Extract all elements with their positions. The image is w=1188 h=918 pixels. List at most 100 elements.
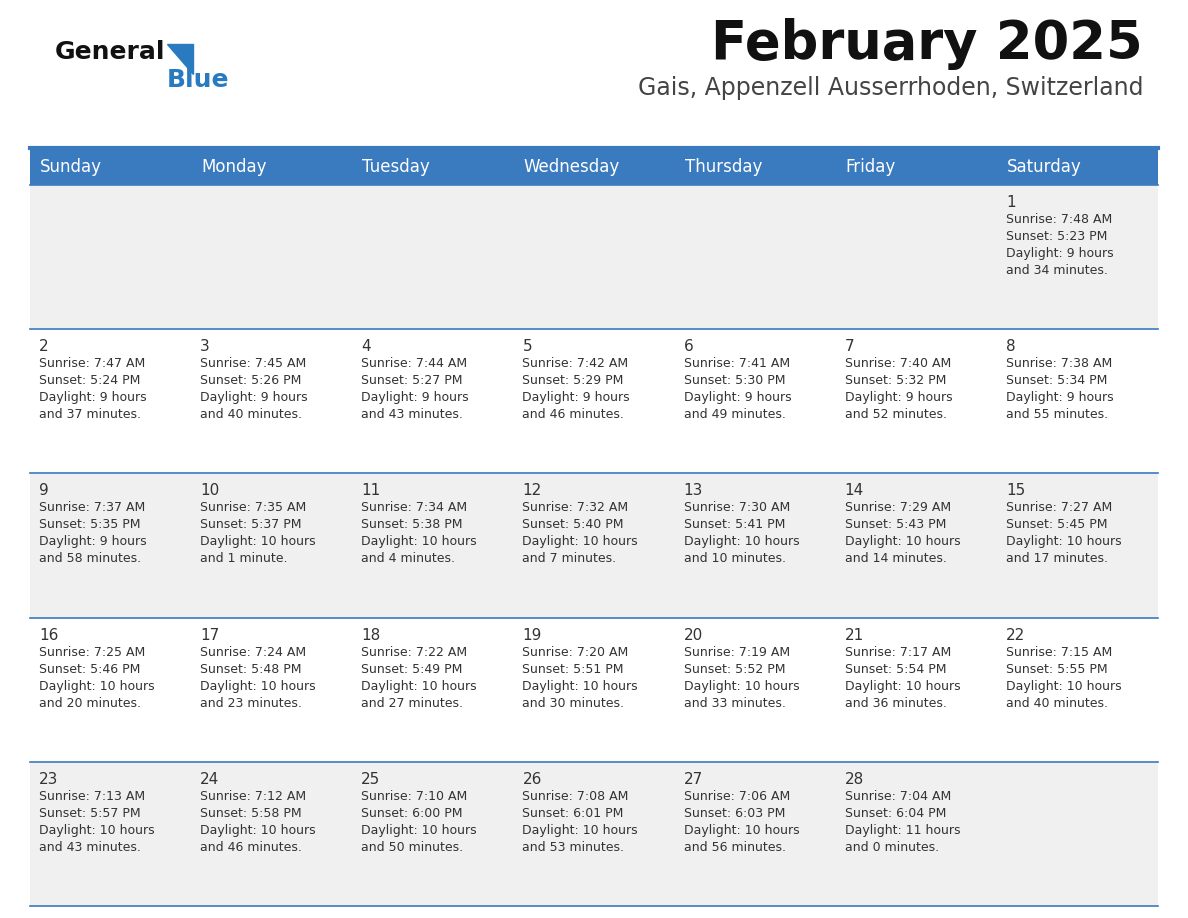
- Text: Sunset: 6:00 PM: Sunset: 6:00 PM: [361, 807, 463, 820]
- Text: Daylight: 9 hours: Daylight: 9 hours: [845, 391, 953, 404]
- Text: Sunrise: 7:25 AM: Sunrise: 7:25 AM: [39, 645, 145, 658]
- Text: 6: 6: [683, 339, 694, 354]
- Text: Sunset: 5:26 PM: Sunset: 5:26 PM: [200, 375, 302, 387]
- Text: Sunset: 5:32 PM: Sunset: 5:32 PM: [845, 375, 946, 387]
- Text: and 20 minutes.: and 20 minutes.: [39, 697, 141, 710]
- Text: and 36 minutes.: and 36 minutes.: [845, 697, 947, 710]
- Text: Sunset: 5:38 PM: Sunset: 5:38 PM: [361, 519, 463, 532]
- Text: Sunrise: 7:10 AM: Sunrise: 7:10 AM: [361, 789, 468, 803]
- Bar: [30, 762, 1158, 906]
- Text: Sunset: 5:43 PM: Sunset: 5:43 PM: [845, 519, 946, 532]
- Text: Daylight: 10 hours: Daylight: 10 hours: [1006, 679, 1121, 692]
- Text: and 46 minutes.: and 46 minutes.: [200, 841, 302, 854]
- Text: and 53 minutes.: and 53 minutes.: [523, 841, 625, 854]
- Text: Sunrise: 7:41 AM: Sunrise: 7:41 AM: [683, 357, 790, 370]
- Text: and 58 minutes.: and 58 minutes.: [39, 553, 141, 565]
- Text: 8: 8: [1006, 339, 1016, 354]
- Text: Sunrise: 7:08 AM: Sunrise: 7:08 AM: [523, 789, 628, 803]
- Text: Daylight: 10 hours: Daylight: 10 hours: [683, 535, 800, 548]
- Text: Daylight: 9 hours: Daylight: 9 hours: [39, 391, 146, 404]
- Text: 17: 17: [200, 628, 220, 643]
- Text: Sunset: 5:54 PM: Sunset: 5:54 PM: [845, 663, 946, 676]
- Text: Sunrise: 7:38 AM: Sunrise: 7:38 AM: [1006, 357, 1112, 370]
- Text: and 7 minutes.: and 7 minutes.: [523, 553, 617, 565]
- Text: and 10 minutes.: and 10 minutes.: [683, 553, 785, 565]
- Text: 12: 12: [523, 484, 542, 498]
- Bar: [30, 330, 1158, 474]
- Text: Sunset: 5:30 PM: Sunset: 5:30 PM: [683, 375, 785, 387]
- Text: Friday: Friday: [846, 158, 896, 176]
- Text: Daylight: 10 hours: Daylight: 10 hours: [683, 679, 800, 692]
- Text: 26: 26: [523, 772, 542, 787]
- Text: Daylight: 11 hours: Daylight: 11 hours: [845, 823, 960, 837]
- Text: Sunrise: 7:34 AM: Sunrise: 7:34 AM: [361, 501, 467, 514]
- Text: Sunrise: 7:27 AM: Sunrise: 7:27 AM: [1006, 501, 1112, 514]
- Text: Daylight: 9 hours: Daylight: 9 hours: [1006, 391, 1113, 404]
- Text: Sunrise: 7:35 AM: Sunrise: 7:35 AM: [200, 501, 307, 514]
- Text: and 33 minutes.: and 33 minutes.: [683, 697, 785, 710]
- Text: and 56 minutes.: and 56 minutes.: [683, 841, 785, 854]
- Text: and 40 minutes.: and 40 minutes.: [200, 409, 302, 421]
- Text: Daylight: 10 hours: Daylight: 10 hours: [39, 823, 154, 837]
- Text: and 30 minutes.: and 30 minutes.: [523, 697, 625, 710]
- Text: Sunset: 5:34 PM: Sunset: 5:34 PM: [1006, 375, 1107, 387]
- Text: Sunrise: 7:40 AM: Sunrise: 7:40 AM: [845, 357, 950, 370]
- Text: February 2025: February 2025: [712, 18, 1143, 70]
- Text: Sunrise: 7:04 AM: Sunrise: 7:04 AM: [845, 789, 950, 803]
- Text: 20: 20: [683, 628, 703, 643]
- Text: Daylight: 9 hours: Daylight: 9 hours: [200, 391, 308, 404]
- Text: Sunrise: 7:37 AM: Sunrise: 7:37 AM: [39, 501, 145, 514]
- Text: Daylight: 10 hours: Daylight: 10 hours: [1006, 535, 1121, 548]
- Text: Sunset: 5:48 PM: Sunset: 5:48 PM: [200, 663, 302, 676]
- Text: 13: 13: [683, 484, 703, 498]
- Text: Sunrise: 7:13 AM: Sunrise: 7:13 AM: [39, 789, 145, 803]
- Text: Daylight: 10 hours: Daylight: 10 hours: [200, 535, 316, 548]
- Text: and 27 minutes.: and 27 minutes.: [361, 697, 463, 710]
- Text: 24: 24: [200, 772, 220, 787]
- Text: General: General: [55, 40, 165, 64]
- Text: 5: 5: [523, 339, 532, 354]
- Text: Daylight: 9 hours: Daylight: 9 hours: [523, 391, 630, 404]
- Text: 21: 21: [845, 628, 864, 643]
- Text: Wednesday: Wednesday: [524, 158, 620, 176]
- Text: 19: 19: [523, 628, 542, 643]
- Text: Sunrise: 7:30 AM: Sunrise: 7:30 AM: [683, 501, 790, 514]
- Text: Sunrise: 7:19 AM: Sunrise: 7:19 AM: [683, 645, 790, 658]
- Text: Gais, Appenzell Ausserrhoden, Switzerland: Gais, Appenzell Ausserrhoden, Switzerlan…: [638, 76, 1143, 100]
- Text: Daylight: 10 hours: Daylight: 10 hours: [200, 679, 316, 692]
- Text: Thursday: Thursday: [684, 158, 762, 176]
- Text: Daylight: 10 hours: Daylight: 10 hours: [200, 823, 316, 837]
- Text: Sunset: 5:24 PM: Sunset: 5:24 PM: [39, 375, 140, 387]
- Text: 2: 2: [39, 339, 49, 354]
- Text: Daylight: 10 hours: Daylight: 10 hours: [361, 823, 476, 837]
- Text: Daylight: 10 hours: Daylight: 10 hours: [361, 535, 476, 548]
- Text: Sunrise: 7:44 AM: Sunrise: 7:44 AM: [361, 357, 467, 370]
- Text: Daylight: 10 hours: Daylight: 10 hours: [523, 535, 638, 548]
- Text: 16: 16: [39, 628, 58, 643]
- Text: 1: 1: [1006, 195, 1016, 210]
- Text: Sunrise: 7:24 AM: Sunrise: 7:24 AM: [200, 645, 307, 658]
- Text: Sunset: 5:58 PM: Sunset: 5:58 PM: [200, 807, 302, 820]
- Text: Tuesday: Tuesday: [362, 158, 430, 176]
- Text: Sunset: 6:03 PM: Sunset: 6:03 PM: [683, 807, 785, 820]
- Text: Sunset: 5:41 PM: Sunset: 5:41 PM: [683, 519, 785, 532]
- Text: Sunrise: 7:47 AM: Sunrise: 7:47 AM: [39, 357, 145, 370]
- Text: Daylight: 9 hours: Daylight: 9 hours: [361, 391, 469, 404]
- Text: Saturday: Saturday: [1007, 158, 1081, 176]
- Text: Sunrise: 7:29 AM: Sunrise: 7:29 AM: [845, 501, 950, 514]
- Text: Sunset: 5:37 PM: Sunset: 5:37 PM: [200, 519, 302, 532]
- Text: 25: 25: [361, 772, 380, 787]
- Text: 7: 7: [845, 339, 854, 354]
- Text: 10: 10: [200, 484, 220, 498]
- Text: Daylight: 10 hours: Daylight: 10 hours: [845, 535, 960, 548]
- Text: Monday: Monday: [201, 158, 266, 176]
- Text: and 46 minutes.: and 46 minutes.: [523, 409, 625, 421]
- Text: Sunset: 6:04 PM: Sunset: 6:04 PM: [845, 807, 946, 820]
- Text: and 55 minutes.: and 55 minutes.: [1006, 409, 1108, 421]
- Text: and 43 minutes.: and 43 minutes.: [39, 841, 141, 854]
- Bar: [30, 185, 1158, 330]
- Text: 18: 18: [361, 628, 380, 643]
- Text: 22: 22: [1006, 628, 1025, 643]
- Text: and 23 minutes.: and 23 minutes.: [200, 697, 302, 710]
- Text: 9: 9: [39, 484, 49, 498]
